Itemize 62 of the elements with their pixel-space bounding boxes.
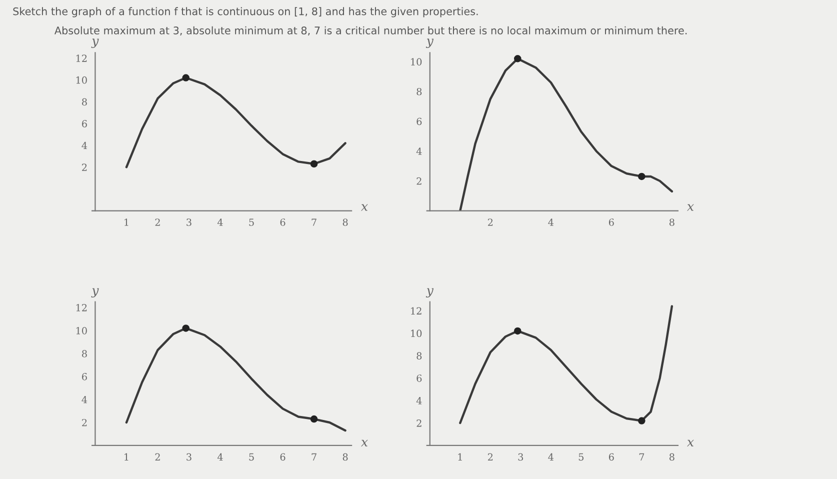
- x-tick-label: 6: [280, 218, 286, 226]
- x-tick-label: 4: [548, 218, 554, 226]
- y-tick-label: 6: [416, 374, 422, 382]
- y-tick-label: 2: [82, 164, 87, 171]
- y-tick-label: 6: [82, 120, 87, 128]
- x-axis-title: x: [361, 204, 368, 211]
- x-tick-label: 6: [608, 453, 614, 461]
- x-tick-label: 8: [669, 453, 674, 461]
- line-series: [459, 305, 674, 424]
- x-axis-title: x: [687, 204, 694, 211]
- y-tick-label: 2: [416, 419, 422, 427]
- y-tick-label: 4: [416, 148, 422, 155]
- y-tick-label: 8: [82, 98, 87, 106]
- y-tick-label: 10: [76, 76, 87, 84]
- x-tick-label: 6: [280, 453, 286, 461]
- y-tick-label: 6: [82, 372, 87, 380]
- x-tick-label: 8: [669, 218, 674, 226]
- y-tick-label: 12: [411, 307, 422, 314]
- chart-subtitle: Absolute maximum at 3, absolute minimum at 8, 7 is a critical number but there is no local maximum or minimum there.: [54, 26, 687, 36]
- x-tick-label: 2: [155, 218, 160, 226]
- y-tick-label: 4: [82, 142, 88, 150]
- y-tick-label: 2: [416, 177, 422, 185]
- chart-title: Sketch the graph of a function f that is continuous on [1, 8] and has the given properties.: [13, 7, 478, 18]
- x-tick-label: 7: [312, 453, 316, 460]
- x-tick-label: 7: [639, 453, 644, 460]
- x-axis-title: x: [361, 440, 368, 446]
- x-tick-label: 4: [548, 453, 554, 460]
- y-tick-label: 10: [76, 326, 87, 334]
- x-tick-label: 5: [249, 218, 254, 226]
- y-tick-label: 12: [76, 54, 87, 62]
- y-tick-label: 2: [82, 418, 87, 426]
- x-tick-label: 8: [342, 453, 348, 461]
- x-tick-label: 5: [578, 453, 584, 461]
- x-tick-label: 4: [217, 453, 223, 460]
- x-tick-label: 2: [155, 453, 160, 460]
- y-tick-label: 12: [76, 304, 87, 312]
- y-tick-label: 10: [411, 330, 422, 338]
- y-tick-label: 4: [416, 397, 422, 404]
- y-tick-label: 8: [82, 350, 87, 358]
- x-tick-label: 6: [608, 218, 614, 226]
- x-tick-label: 1: [124, 453, 128, 460]
- y-tick-label: 6: [416, 118, 422, 126]
- x-tick-label: 2: [488, 453, 493, 460]
- y-tick-label: 10: [411, 58, 422, 66]
- y-tick-label: 4: [82, 396, 88, 404]
- x-tick-label: 5: [249, 453, 254, 461]
- y-tick-label: 8: [416, 88, 422, 96]
- y-axis-title: y: [91, 38, 99, 48]
- x-tick-label: 3: [186, 218, 192, 226]
- x-tick-label: 2: [488, 218, 493, 226]
- x-tick-label: 4: [217, 218, 223, 226]
- x-tick-label: 1: [124, 218, 128, 226]
- x-tick-label: 3: [186, 453, 192, 461]
- y-axis-title: y: [91, 288, 99, 298]
- y-axis-title: y: [426, 288, 434, 298]
- x-tick-label: 1: [458, 453, 462, 460]
- y-tick-label: 8: [416, 352, 422, 360]
- y-axis-title: y: [426, 38, 434, 48]
- x-tick-label: 8: [342, 218, 348, 226]
- x-tick-label: 7: [312, 218, 316, 226]
- x-axis-title: x: [687, 440, 694, 446]
- x-tick-label: 3: [518, 453, 524, 461]
